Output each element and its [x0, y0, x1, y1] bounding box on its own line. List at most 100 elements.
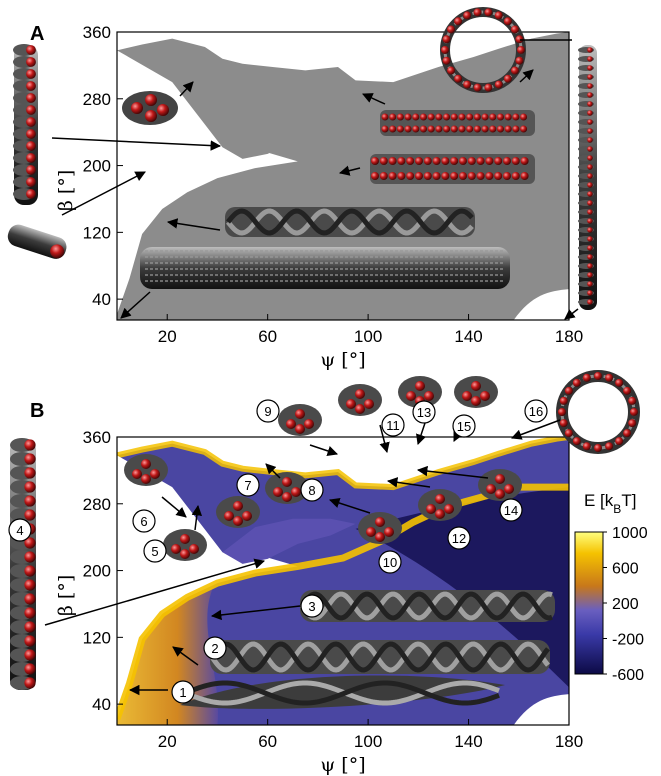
y-tick-label: 360 — [83, 23, 111, 42]
bead — [420, 125, 427, 133]
bead — [364, 399, 374, 409]
bead — [441, 172, 450, 180]
bead — [233, 516, 243, 526]
bead — [630, 408, 638, 416]
y-tick-label: 200 — [83, 157, 111, 176]
bead — [415, 172, 423, 180]
structure-badge — [412, 400, 436, 424]
bead — [371, 172, 379, 180]
bead — [587, 200, 593, 206]
structure-badge — [132, 509, 156, 533]
bead — [515, 35, 524, 44]
bead — [415, 157, 423, 165]
bead — [242, 511, 252, 521]
structure-badge-label: 15 — [457, 419, 471, 434]
b-arrow-16 — [511, 419, 561, 440]
bead — [466, 125, 474, 133]
bead — [141, 459, 151, 469]
bead — [447, 25, 456, 34]
bead — [366, 527, 376, 537]
bead — [412, 125, 420, 133]
bead — [605, 442, 614, 451]
bead — [495, 474, 505, 484]
panel-a-illustrations — [7, 7, 597, 310]
bead — [406, 172, 415, 180]
bead — [564, 386, 573, 395]
bead — [295, 424, 305, 434]
bead — [26, 105, 36, 115]
bead — [26, 153, 36, 163]
y-tick-label: 200 — [83, 562, 111, 581]
bead — [384, 527, 394, 537]
helix-strand — [299, 591, 553, 621]
helix-strand — [226, 208, 474, 236]
panel-b-upper-edge — [117, 437, 569, 491]
x-tick-label: 180 — [555, 327, 583, 346]
bead — [495, 489, 505, 499]
bead — [463, 80, 472, 89]
bead — [587, 263, 593, 269]
bead — [473, 113, 481, 121]
bead — [572, 378, 581, 387]
bead — [450, 157, 459, 165]
x-tick-label: 180 — [555, 732, 583, 751]
structure-badge-label: 7 — [244, 478, 251, 493]
structure-badge — [143, 539, 167, 563]
b-arrow-14 — [416, 465, 489, 479]
bead — [441, 46, 449, 54]
bead — [435, 509, 445, 519]
bead — [471, 381, 481, 391]
bead — [485, 157, 494, 165]
bead — [587, 227, 593, 233]
bead — [450, 172, 459, 180]
bead — [379, 157, 388, 165]
b-vertical-helix-left — [10, 438, 36, 690]
bead — [24, 467, 36, 479]
bead — [224, 511, 234, 521]
bead — [511, 157, 520, 165]
bead — [486, 484, 496, 494]
structure-badge-label: 5 — [151, 544, 158, 559]
bead — [24, 579, 36, 591]
bead — [582, 442, 591, 451]
panel-a-y-label: β [°] — [55, 170, 77, 211]
structure-badge-label: 2 — [211, 641, 218, 656]
bead — [520, 157, 529, 165]
panel-b-y-label: β [°] — [55, 575, 77, 616]
structure-badge-label: 11 — [386, 418, 400, 433]
b-arrow-8 — [265, 463, 281, 479]
bead — [512, 125, 520, 133]
bead — [24, 551, 36, 563]
panel-b-dark-region — [355, 487, 569, 688]
bead — [587, 164, 593, 170]
a-straight-bundle — [140, 247, 510, 289]
panel-a-x-ticks: 20 60 100 140 180 — [158, 314, 583, 346]
x-tick-label: 60 — [258, 327, 277, 346]
bead — [511, 172, 520, 180]
structure-badge — [300, 594, 324, 618]
b-arrow-13 — [416, 422, 426, 445]
bead — [24, 635, 36, 647]
bead — [594, 372, 602, 380]
bead — [355, 389, 365, 399]
bead — [467, 172, 476, 180]
bead — [497, 113, 504, 121]
bead — [628, 396, 637, 405]
bead — [587, 83, 593, 89]
b-arrow-6 — [161, 496, 187, 518]
bead — [24, 607, 36, 619]
bead — [587, 146, 593, 152]
bead — [587, 209, 593, 215]
bead — [404, 113, 412, 121]
bead — [587, 92, 593, 98]
bead — [375, 532, 385, 542]
bead — [587, 101, 593, 107]
x-tick-label: 100 — [354, 732, 382, 751]
bead — [444, 504, 454, 514]
bead — [481, 113, 489, 121]
bead — [503, 172, 511, 180]
colorbar-tick-label: 200 — [612, 596, 639, 613]
colorbar: E [kBT] 1000 600 200 -200 -600 — [574, 491, 648, 684]
x-tick-label: 20 — [158, 327, 177, 346]
